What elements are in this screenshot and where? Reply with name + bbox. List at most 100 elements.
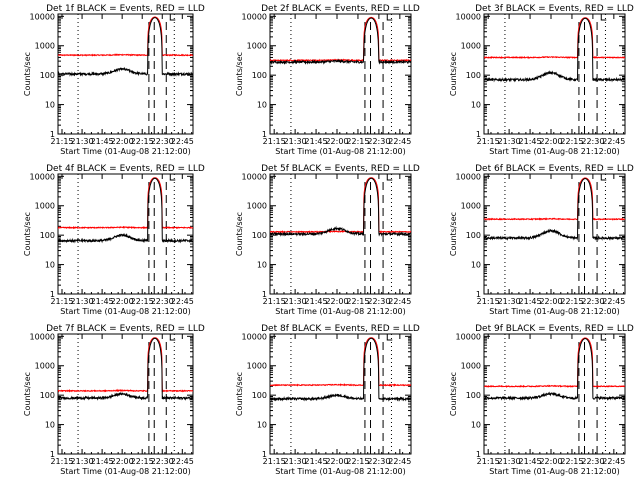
x-tick-label: 22:45 (388, 297, 411, 306)
y-tick-label: 10000 (456, 332, 481, 341)
x-tick-label: 22:00 (325, 297, 348, 306)
y-axis-label: Counts/sec (449, 372, 458, 416)
panel-title: Det 8f BLACK = Events, RED = LLD (261, 324, 420, 334)
x-tick-label: 22:30 (151, 297, 174, 306)
panel-title: Det 6f BLACK = Events, RED = LLD (475, 164, 634, 174)
x-tick-label: 22:00 (539, 457, 562, 466)
top-bracket-mark (169, 174, 176, 181)
y-tick-label: 100 (466, 391, 481, 400)
x-tick-label: 21:30 (284, 137, 307, 146)
x-tick-label: 22:30 (367, 137, 390, 146)
x-tick-label: 22:30 (367, 457, 390, 466)
x-tick-label: 22:00 (111, 137, 134, 146)
panel-title: Det 2f BLACK = Events, RED = LLD (261, 4, 420, 14)
x-tick-label: 21:30 (498, 457, 521, 466)
x-axis-label: Start Time (01-Aug-08 21:12:00) (489, 147, 620, 156)
y-tick-label: 10 (45, 421, 55, 430)
y-tick-label: 10000 (456, 12, 481, 21)
y-tick-label: 1 (476, 130, 481, 139)
y-tick-label: 10000 (242, 12, 267, 21)
events-series-line (58, 17, 193, 77)
lld-series-line (484, 337, 625, 388)
x-tick-label: 22:15 (346, 137, 369, 146)
top-bracket-mark (600, 174, 607, 181)
y-tick-label: 10000 (30, 332, 55, 341)
y-tick-label: 1 (262, 290, 267, 299)
x-tick-label: 22:00 (325, 457, 348, 466)
x-tick-label: 22:00 (111, 457, 134, 466)
top-bracket-mark (600, 14, 607, 21)
y-tick-label: 100 (466, 71, 481, 80)
y-tick-label: 100 (40, 231, 55, 240)
x-tick-label: 22:00 (539, 137, 562, 146)
plot-frame (269, 13, 412, 135)
x-tick-label: 22:30 (367, 297, 390, 306)
lld-series-line (484, 17, 625, 60)
y-tick-label: 10000 (456, 172, 481, 181)
x-axis-label: Start Time (01-Aug-08 21:12:00) (275, 467, 406, 476)
y-tick-label: 1000 (35, 362, 55, 371)
y-tick-label: 10 (471, 261, 481, 270)
y-tick-label: 100 (40, 391, 55, 400)
y-tick-label: 1 (262, 130, 267, 139)
x-tick-label: 21:45 (91, 297, 114, 306)
y-axis-label: Counts/sec (23, 52, 32, 96)
x-tick-label: 21:15 (263, 297, 286, 306)
top-bracket-mark (386, 334, 393, 341)
y-tick-label: 10 (471, 421, 481, 430)
y-tick-label: 100 (252, 231, 267, 240)
x-axis-label: Start Time (01-Aug-08 21:12:00) (489, 467, 620, 476)
x-tick-label: 22:15 (131, 137, 154, 146)
panel-9: Det 9f BLACK = Events, RED = LLD 1 10 100 10… (449, 324, 634, 476)
x-tick-label: 21:45 (519, 137, 542, 146)
events-series-line (58, 177, 193, 244)
lld-series-line (58, 177, 193, 230)
y-tick-label: 100 (252, 71, 267, 80)
top-bracket-mark (169, 14, 176, 21)
x-tick-label: 21:30 (71, 297, 94, 306)
y-tick-label: 1 (262, 450, 267, 459)
panel-title: Det 5f BLACK = Events, RED = LLD (261, 164, 420, 174)
x-tick-label: 21:45 (305, 457, 328, 466)
y-tick-label: 10000 (242, 172, 267, 181)
y-tick-label: 10 (45, 101, 55, 110)
x-tick-label: 21:30 (498, 137, 521, 146)
x-tick-label: 21:45 (305, 137, 328, 146)
x-tick-label: 22:15 (560, 297, 583, 306)
events-series-line (484, 338, 625, 401)
panel-4: Det 4f BLACK = Events, RED = LLD 1 10 100 10… (23, 164, 205, 316)
plot-frame (483, 13, 626, 135)
y-tick-label: 1000 (247, 42, 267, 51)
x-tick-label: 22:15 (560, 137, 583, 146)
top-bracket-mark (386, 174, 393, 181)
y-tick-label: 10 (471, 101, 481, 110)
x-tick-label: 22:45 (171, 297, 194, 306)
x-tick-label: 22:30 (581, 137, 604, 146)
y-tick-label: 100 (252, 391, 267, 400)
x-tick-label: 22:00 (111, 297, 134, 306)
x-tick-label: 21:15 (477, 137, 500, 146)
plot-frame (57, 333, 194, 455)
x-tick-label: 21:45 (91, 457, 114, 466)
x-tick-label: 21:30 (284, 457, 307, 466)
y-tick-label: 1000 (247, 362, 267, 371)
y-tick-label: 1000 (461, 362, 481, 371)
x-tick-label: 21:15 (50, 137, 73, 146)
panel-2: Det 2f BLACK = Events, RED = LLD 1 10 100 10… (235, 4, 420, 156)
panel-7: Det 7f BLACK = Events, RED = LLD 1 10 100 10… (23, 324, 205, 476)
plot-frame (269, 333, 412, 455)
x-axis-label: Start Time (01-Aug-08 21:12:00) (60, 307, 191, 316)
lld-series-line (484, 177, 625, 221)
x-tick-label: 21:15 (50, 457, 73, 466)
events-series-line (484, 17, 625, 83)
y-tick-label: 1000 (461, 202, 481, 211)
panel-3: Det 3f BLACK = Events, RED = LLD 1 10 100 10… (449, 4, 634, 156)
x-tick-label: 22:30 (151, 137, 174, 146)
panel-title: Det 4f BLACK = Events, RED = LLD (46, 164, 205, 174)
y-tick-label: 10000 (30, 172, 55, 181)
x-tick-label: 22:45 (388, 137, 411, 146)
x-tick-label: 22:15 (346, 457, 369, 466)
top-bracket-mark (169, 334, 176, 341)
x-tick-label: 21:15 (263, 137, 286, 146)
panel-title: Det 7f BLACK = Events, RED = LLD (46, 324, 205, 334)
